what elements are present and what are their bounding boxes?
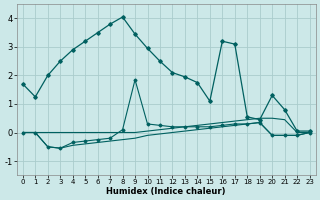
X-axis label: Humidex (Indice chaleur): Humidex (Indice chaleur): [107, 187, 226, 196]
